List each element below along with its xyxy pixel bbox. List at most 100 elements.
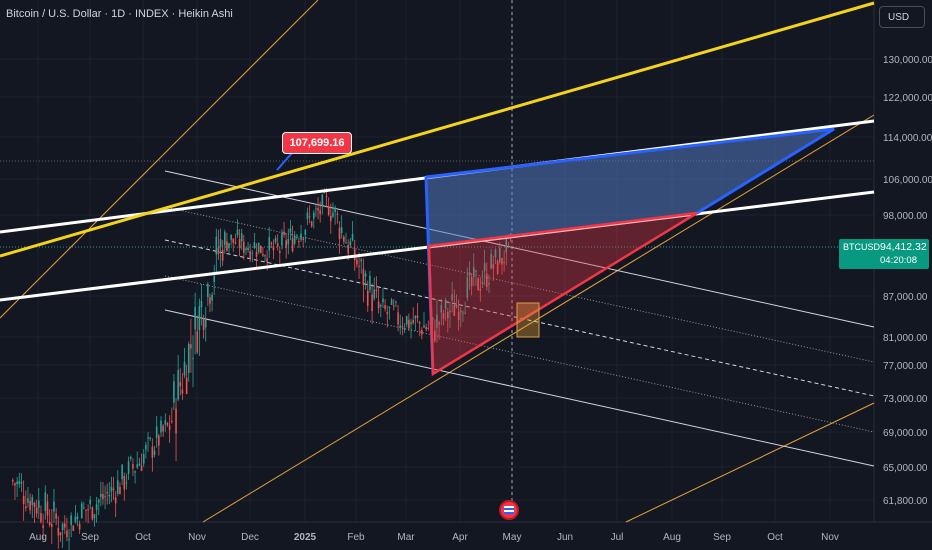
candle-body [386, 312, 389, 315]
candle-body [412, 320, 414, 324]
price-tick-label: 106,000.00 [883, 175, 932, 186]
candle-body [207, 283, 209, 298]
candle-body [345, 242, 347, 244]
candle-body [83, 507, 85, 509]
candle-body [287, 239, 290, 245]
candle-body [145, 444, 147, 450]
candle-body [492, 264, 495, 269]
candle-body [147, 437, 149, 439]
candle-body [134, 471, 136, 473]
time-tick-label: Mar [397, 532, 415, 543]
candle-body [255, 251, 258, 257]
candle-body [319, 210, 321, 214]
candle-body [268, 237, 271, 251]
candle-body [114, 497, 117, 504]
price-tick-label: 114,000.00 [883, 133, 932, 144]
candle-body [121, 464, 123, 480]
time-tick-label: Dec [241, 532, 259, 543]
candle-body [272, 246, 275, 251]
candle-body [40, 513, 42, 523]
candle-body [18, 480, 21, 484]
candle-body [204, 319, 207, 328]
candle-body [166, 423, 169, 425]
candle-body [421, 329, 423, 335]
candle-body [327, 207, 330, 215]
candle-body [253, 242, 256, 249]
candle-body [219, 239, 222, 248]
candle-body [93, 514, 96, 519]
price-tick-label: 87,000.00 [883, 292, 928, 303]
candle-body [102, 493, 104, 500]
us-event-flag-icon[interactable] [499, 500, 519, 520]
candle-body [33, 502, 36, 507]
candle-body [279, 250, 281, 253]
candle-body [501, 257, 503, 265]
candle-body [76, 516, 79, 520]
time-tick-label: May [503, 532, 522, 543]
candle-body [232, 238, 235, 243]
candle-body [179, 382, 182, 387]
candle-body [240, 233, 243, 242]
candle-body [89, 499, 92, 505]
candle-body [264, 255, 266, 257]
time-tick-label: Oct [767, 532, 783, 543]
candle-body [72, 525, 75, 531]
candle-body [173, 381, 175, 403]
candle-body [414, 315, 417, 319]
candle-body [48, 522, 51, 525]
time-tick-label: Apr [452, 532, 468, 543]
candle-body [51, 523, 53, 527]
candle-body [436, 314, 438, 328]
candle-body [377, 301, 380, 309]
candle-body [104, 496, 106, 498]
candle-body [477, 278, 479, 291]
candle-body [209, 297, 211, 304]
time-tick-label: Sep [713, 532, 731, 543]
candle-body [162, 425, 164, 432]
candle-body [106, 492, 108, 494]
candle-body [447, 312, 449, 319]
candle-body [416, 315, 419, 318]
candle-body [317, 208, 319, 211]
candle-body [59, 532, 62, 536]
candle-body [196, 331, 199, 353]
candle-body [226, 241, 228, 251]
candle-body [392, 305, 395, 307]
currency-button[interactable]: USD [879, 6, 925, 28]
candle-body [490, 253, 492, 269]
chart-title: Bitcoin / U.S. Dollar · 1D · INDEX · Hei… [6, 8, 233, 20]
candle-body [281, 233, 283, 246]
price-tick-label: 98,000.00 [883, 211, 928, 222]
candle-body [440, 304, 443, 313]
candle-body [481, 281, 484, 285]
candle-body [390, 299, 393, 305]
candle-body [375, 290, 378, 292]
candle-body [74, 516, 77, 522]
candle-body [185, 377, 188, 394]
candle-body [475, 270, 477, 272]
candle-body [315, 208, 317, 210]
bar-countdown: 04:20:08 [880, 255, 917, 266]
channel-dotted-line [164, 275, 875, 433]
candle-body [249, 251, 251, 259]
candle-body [236, 229, 239, 236]
candle-body [349, 241, 352, 246]
candle-body [217, 247, 220, 254]
candle-body [140, 465, 143, 471]
candle-body [25, 506, 27, 509]
candle-body [496, 260, 499, 274]
candle-body [298, 241, 300, 243]
price-tick-label: 61,800.00 [883, 496, 928, 507]
candle-body [138, 463, 141, 466]
candle-body [336, 213, 339, 215]
candle-body [289, 228, 292, 233]
candle-body [425, 327, 427, 330]
candle-body [444, 300, 447, 309]
candle-body [164, 420, 167, 425]
candle-body [427, 327, 430, 329]
candle-body [78, 523, 81, 530]
time-tick-label: Oct [135, 532, 151, 543]
candle-body [29, 500, 31, 511]
